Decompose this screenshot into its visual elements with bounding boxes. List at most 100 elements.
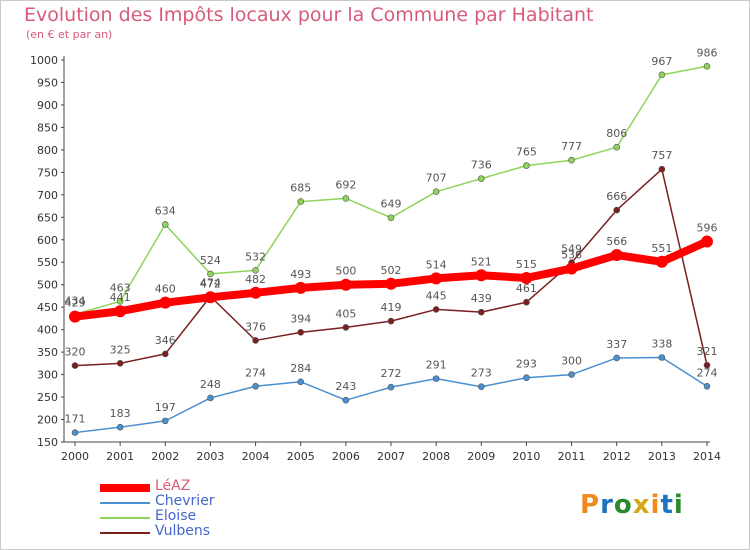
y-tick-label: 500 bbox=[37, 279, 58, 292]
data-point bbox=[71, 362, 79, 369]
data-point bbox=[294, 281, 307, 294]
data-point bbox=[297, 329, 305, 336]
data-label: 521 bbox=[471, 255, 492, 268]
x-tick-label: 2002 bbox=[151, 450, 179, 463]
x-tick-label: 2011 bbox=[558, 450, 586, 463]
data-label: 291 bbox=[426, 359, 447, 372]
data-point bbox=[655, 255, 668, 268]
data-label: 736 bbox=[471, 159, 492, 172]
data-point bbox=[297, 378, 305, 386]
data-point bbox=[658, 71, 666, 79]
data-label: 707 bbox=[426, 172, 447, 185]
data-point bbox=[568, 156, 575, 164]
data-point bbox=[116, 423, 124, 431]
logo-letter: i bbox=[673, 490, 684, 520]
data-label: 248 bbox=[200, 378, 221, 391]
y-tick-label: 650 bbox=[37, 211, 58, 224]
data-label: 777 bbox=[561, 140, 582, 153]
x-tick-label: 2013 bbox=[648, 450, 676, 463]
logo-letter: i bbox=[650, 490, 661, 520]
data-label: 474 bbox=[200, 276, 221, 289]
logo-letter: P bbox=[580, 490, 601, 520]
legend-item: LéAZ bbox=[100, 478, 360, 495]
data-point bbox=[387, 317, 395, 325]
data-label: 274 bbox=[245, 366, 266, 379]
legend-label: Chevrier bbox=[155, 493, 215, 509]
data-label: 596 bbox=[697, 222, 718, 235]
x-tick-label: 2007 bbox=[377, 450, 405, 463]
data-point bbox=[523, 298, 530, 306]
data-point bbox=[207, 394, 214, 402]
data-label: 419 bbox=[381, 301, 402, 314]
data-label: 500 bbox=[335, 265, 356, 278]
data-label: 757 bbox=[651, 149, 672, 162]
data-label: 320 bbox=[65, 346, 86, 359]
data-point bbox=[161, 221, 169, 228]
data-label: 514 bbox=[426, 258, 447, 271]
y-tick-label: 550 bbox=[37, 256, 58, 269]
data-label: 171 bbox=[65, 413, 86, 426]
data-point bbox=[477, 308, 485, 316]
data-label: 300 bbox=[561, 355, 582, 368]
data-label: 273 bbox=[471, 367, 492, 380]
data-label: 536 bbox=[561, 249, 582, 262]
data-point bbox=[477, 175, 485, 182]
data-label: 634 bbox=[155, 204, 176, 217]
data-point bbox=[565, 262, 578, 275]
data-point bbox=[387, 383, 395, 391]
x-tick-label: 2009 bbox=[467, 450, 495, 463]
y-tick-label: 350 bbox=[37, 346, 58, 359]
data-label: 394 bbox=[290, 312, 311, 325]
data-label: 502 bbox=[381, 264, 402, 277]
data-point bbox=[523, 162, 530, 169]
data-label: 472 bbox=[200, 277, 221, 290]
y-tick-label: 700 bbox=[37, 189, 58, 202]
data-label: 183 bbox=[110, 407, 131, 420]
x-tick-label: 2003 bbox=[196, 450, 224, 463]
data-point bbox=[342, 396, 350, 404]
legend-label: Eloise bbox=[155, 508, 197, 524]
legend-swatch bbox=[100, 532, 150, 534]
data-point bbox=[477, 383, 485, 391]
data-point bbox=[703, 361, 711, 369]
x-tick-label: 2008 bbox=[422, 450, 450, 463]
data-label: 376 bbox=[245, 320, 266, 333]
data-label: 429 bbox=[65, 297, 86, 310]
chart-legend: LéAZ Chevrier Eloise Vulbens bbox=[100, 478, 360, 540]
y-tick-label: 850 bbox=[37, 121, 58, 134]
y-tick-label: 600 bbox=[37, 234, 58, 247]
legend-item: Eloise bbox=[100, 508, 360, 525]
logo-letter: o bbox=[613, 490, 633, 520]
data-label: 284 bbox=[290, 362, 311, 375]
data-label: 274 bbox=[697, 366, 718, 379]
data-label: 765 bbox=[516, 146, 537, 159]
data-label: 434 bbox=[65, 294, 86, 307]
data-point bbox=[475, 269, 488, 282]
data-label: 272 bbox=[381, 367, 402, 380]
data-point bbox=[385, 277, 397, 290]
data-label: 493 bbox=[290, 268, 311, 281]
data-label: 197 bbox=[155, 401, 176, 414]
data-label: 524 bbox=[200, 254, 221, 267]
data-label: 405 bbox=[335, 307, 356, 320]
y-tick-label: 950 bbox=[37, 76, 58, 89]
data-label: 243 bbox=[335, 380, 356, 393]
data-point bbox=[430, 272, 443, 285]
legend-item: Chevrier bbox=[100, 493, 360, 510]
data-point bbox=[703, 382, 711, 390]
legend-label: LéAZ bbox=[155, 478, 191, 494]
data-point bbox=[252, 267, 259, 274]
data-point bbox=[116, 360, 124, 367]
data-point bbox=[613, 354, 621, 362]
data-point bbox=[249, 286, 262, 299]
data-point bbox=[432, 375, 440, 382]
chart-subtitle: (en € et par an) bbox=[26, 28, 113, 41]
data-point bbox=[523, 374, 530, 382]
logo-letter: t bbox=[660, 490, 674, 520]
data-point bbox=[161, 350, 169, 358]
data-label: 460 bbox=[155, 283, 176, 296]
x-tick-label: 2004 bbox=[242, 450, 270, 463]
data-point bbox=[297, 198, 305, 205]
x-tick-label: 2010 bbox=[512, 450, 540, 463]
